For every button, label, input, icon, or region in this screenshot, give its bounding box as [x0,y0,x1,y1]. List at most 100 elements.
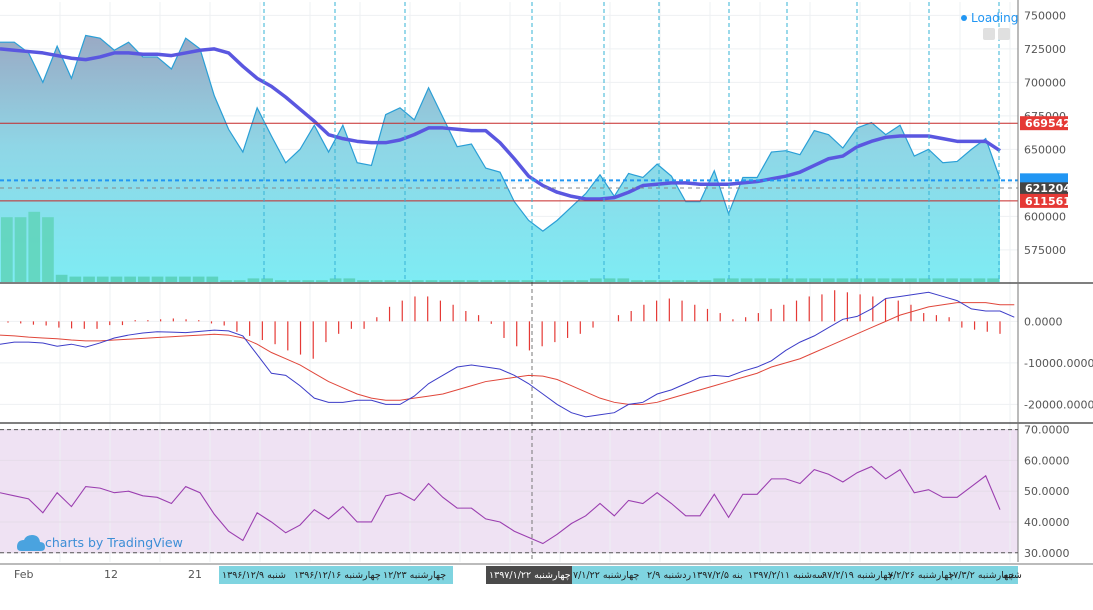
price-tick-label: 725000 [1024,43,1066,56]
loading-status: Loading [971,11,1018,25]
macd-line [0,291,1015,418]
volume-bar [398,280,410,282]
date-band-label: ۱۷/۳/۲ چهارشنبه [948,570,1014,581]
volume-bar [425,280,438,282]
macd-tick-label: 0.0000 [1024,315,1063,328]
macd-signal-line [0,302,1015,405]
volume-bar [973,278,986,282]
price-tick-label: 575000 [1024,244,1066,257]
rsi-line [0,465,1001,545]
rsi-tick-label: 50.0000 [1024,485,1070,498]
volume-bar [685,280,698,282]
volume-bar [151,276,164,282]
loading-dot-icon [961,15,967,21]
volume-bar [220,280,232,282]
volume-bar [247,278,260,282]
volume-bar [124,276,136,282]
volume-bar [590,278,602,282]
volume-bar [192,276,205,282]
price-scale-label: 669542 [1025,117,1071,130]
volume-bar [877,278,890,282]
date-band-label: ۲/۹ ردشنبه [647,570,691,581]
volume-bar [357,280,369,282]
volume-bar [466,280,479,282]
volume-bar [179,276,191,282]
price-line [0,34,1001,232]
rsi-tick-label: 30.0000 [1024,547,1070,560]
pause-icon [983,28,995,40]
volume-bar [754,278,767,282]
price-scale-label-bg [1020,180,1068,195]
volume-bar [631,280,643,282]
volume-bar [480,280,493,282]
play-icon [998,28,1010,40]
macd-tick-label: -10000.0000 [1024,357,1093,370]
date-band-label: شنبه [1003,570,1022,581]
volume-bar [521,280,534,282]
volume-bar [918,278,931,282]
time-tick-label: Feb [14,568,33,581]
volume-bar [727,278,739,282]
price-scale-label: 621204 [1025,182,1071,195]
volume-bar [809,278,821,282]
macd-tick-label: -20000.0000 [1024,398,1093,411]
date-band-label: ۹۷/۲/۱۹ چهارشنبه [822,570,894,581]
volume-bar [507,280,520,282]
date-band-label: ۱۳۹۷/۲/۱۱ سەشنبه [748,570,825,581]
volume-bar [302,280,315,282]
time-tick-label: 12 [104,568,118,581]
volume-bar [55,274,68,282]
volume-bar [850,278,863,282]
volume-bar [343,278,356,282]
volume-bar [384,280,397,282]
volume-bar [14,217,27,282]
date-band-label: ۷/۱/۲۲ چهارشنبه [573,570,639,581]
price-scale-label: 611561 [1025,195,1071,208]
price-scale-label-bg [1020,116,1068,131]
volume-bar [316,280,328,282]
price-tick-label: 700000 [1024,76,1066,89]
date-label-band [570,566,1018,584]
volume-bar [987,278,999,282]
rsi-tick-label: 70.0000 [1024,424,1070,437]
volume-bar [658,280,671,282]
volume-bar [836,278,849,282]
volume-bar [932,278,945,282]
date-band-label: چهارشنبه ۱۳۹۶/۱۲/۱۶ [294,570,381,581]
date-label-band [219,566,453,584]
volume-bar [411,280,424,282]
volume-bar [891,278,904,282]
volume-bar [110,276,123,282]
volume-bar [576,280,589,282]
volume-bar [370,280,383,282]
price-scale-label-bg [1020,193,1068,208]
volume-bar [822,278,835,282]
date-band-label: ۷/۲/۲۶ چهارشنبه [888,570,954,581]
volume-bar [768,278,780,282]
current-price-label-bg [1020,173,1068,183]
volume-bar [69,276,82,282]
volume-bar [795,278,808,282]
volume-bar [959,278,972,282]
price-tick-label: 750000 [1024,9,1066,22]
volume-bar [233,280,246,282]
volume-bar [28,211,41,282]
volume-bar [288,280,301,282]
volume-bar [617,278,630,282]
volume-bar [905,278,917,282]
volume-bar [946,278,958,282]
rsi-tick-label: 40.0000 [1024,516,1070,529]
volume-bar [206,276,219,282]
volume-bar [165,276,178,282]
volume-bar [453,280,465,282]
date-band-label: چهارشنبه ۱۲/۲۳ [383,570,446,581]
volume-bar [548,280,561,282]
volume-bar [274,280,287,282]
volume-bar [672,280,684,282]
rsi-tick-label: 60.0000 [1024,454,1070,467]
volume-bar [562,280,575,282]
volume-bar [535,280,547,282]
volume-bar [603,278,616,282]
